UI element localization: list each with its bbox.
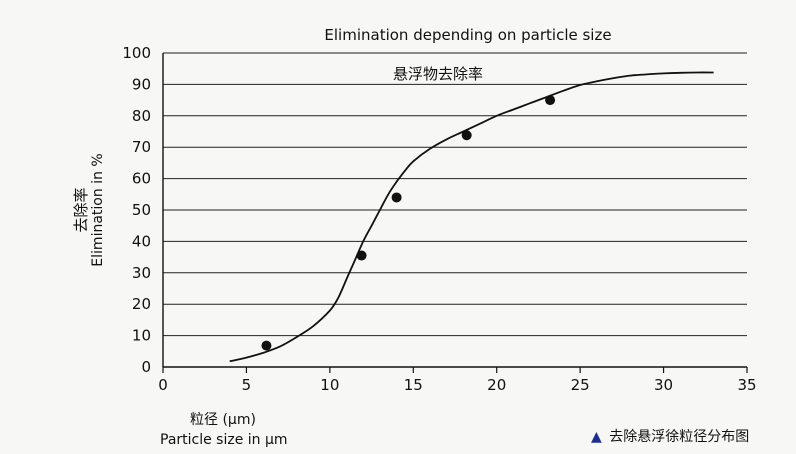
y-axis-label: Elimination in % bbox=[90, 153, 106, 266]
data-point-1 bbox=[261, 340, 272, 351]
y-tick-label-40: 40 bbox=[132, 232, 151, 250]
x-tick-label-30: 30 bbox=[654, 376, 673, 394]
figure-caption: ▲ 去除悬浮徐粒径分布图 bbox=[591, 426, 749, 446]
series-points bbox=[261, 95, 556, 351]
y-axis-label-cn: 去除率 bbox=[72, 187, 90, 232]
y-tick-label-60: 60 bbox=[132, 170, 151, 188]
y-tick-label-80: 80 bbox=[132, 107, 151, 125]
y-tick-label-100: 100 bbox=[122, 44, 151, 62]
data-point-3 bbox=[391, 192, 402, 203]
axes bbox=[162, 53, 747, 368]
caption-text: 去除悬浮徐粒径分布图 bbox=[609, 429, 750, 445]
x-tick-label-25: 25 bbox=[571, 376, 590, 394]
y-tick-label-90: 90 bbox=[132, 75, 151, 93]
curve-label: 悬浮物去除率 bbox=[393, 65, 483, 83]
y-tick-labels: 0 10 20 30 40 50 60 70 80 90 100 bbox=[122, 44, 151, 376]
x-tick-label-0: 0 bbox=[158, 376, 168, 394]
data-point-4 bbox=[461, 130, 472, 141]
data-point-2 bbox=[356, 250, 367, 261]
y-tick-label-50: 50 bbox=[132, 201, 151, 219]
y-tick-label-70: 70 bbox=[132, 138, 151, 156]
x-axis-label: Particle size in μm bbox=[160, 432, 288, 448]
x-tick-label-10: 10 bbox=[320, 376, 339, 394]
x-tick-label-35: 35 bbox=[737, 376, 756, 394]
x-tick-label-20: 20 bbox=[487, 376, 506, 394]
y-tick-label-30: 30 bbox=[132, 264, 151, 282]
x-axis-label-cn: 粒径 (μm) bbox=[190, 412, 256, 428]
y-tick-label-20: 20 bbox=[132, 295, 151, 313]
grid-lines bbox=[163, 52, 747, 337]
x-tick-labels: 0 5 10 15 20 25 30 35 bbox=[158, 367, 757, 394]
x-tick-label-5: 5 bbox=[242, 376, 252, 394]
x-tick-label-15: 15 bbox=[404, 376, 423, 394]
triangle-icon: ▲ bbox=[591, 429, 602, 445]
y-tick-label-0: 0 bbox=[141, 358, 151, 376]
y-tick-label-10: 10 bbox=[132, 327, 151, 345]
data-point-5 bbox=[545, 95, 556, 106]
chart-title: Elimination depending on particle size bbox=[324, 26, 611, 44]
series-curve bbox=[229, 71, 714, 363]
